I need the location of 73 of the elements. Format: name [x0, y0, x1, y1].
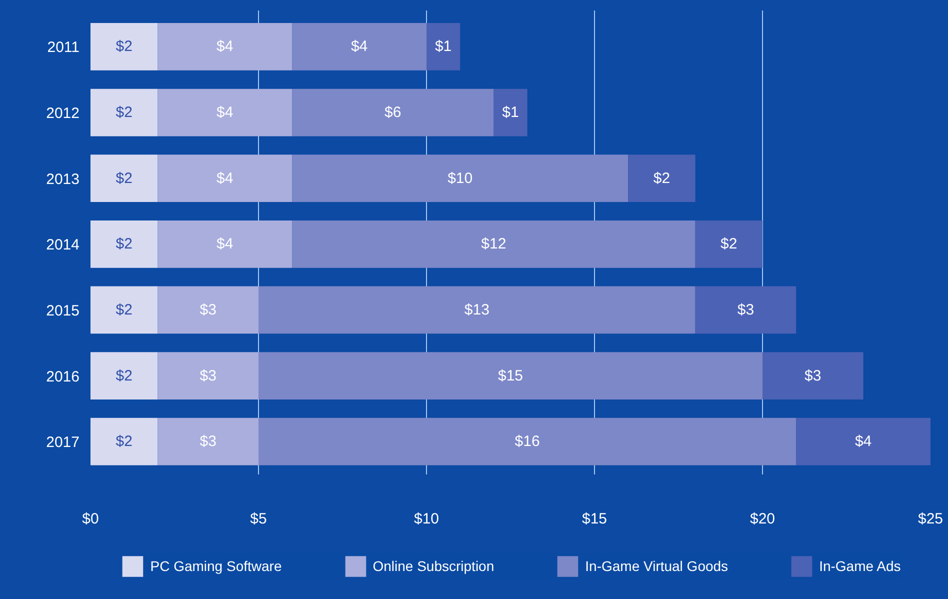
bar — [796, 418, 930, 466]
data-label: $4 — [216, 170, 234, 187]
data-label: $4 — [854, 433, 872, 450]
bar — [158, 220, 292, 268]
legend-label: In-Game Ads — [819, 558, 901, 574]
bar — [158, 286, 258, 334]
bar — [695, 286, 796, 334]
y-tick-label: 2015 — [46, 302, 80, 320]
data-label: $2 — [116, 38, 132, 56]
data-label: $2 — [116, 367, 132, 384]
data-label: $1 — [502, 104, 519, 122]
legend-label: In-Game Virtual Goods — [585, 558, 728, 574]
bar — [258, 352, 762, 400]
bar — [258, 418, 796, 466]
y-tick-label: 2013 — [46, 170, 80, 188]
legend-label: Online Subscription — [372, 558, 494, 574]
bar — [426, 23, 460, 70]
data-label: $2 — [653, 170, 670, 187]
data-label: $2 — [116, 433, 132, 450]
bar — [258, 286, 696, 334]
bar — [158, 154, 292, 202]
data-label: $12 — [481, 236, 506, 253]
bar — [90, 154, 158, 202]
bar — [90, 352, 158, 400]
y-tick-label: 2017 — [46, 434, 80, 452]
bar — [90, 286, 158, 334]
data-label: $4 — [216, 236, 234, 253]
bar — [90, 220, 158, 268]
bar — [292, 23, 426, 70]
bar — [90, 23, 158, 70]
bar — [292, 88, 494, 136]
bar — [158, 23, 292, 70]
data-label: $3 — [200, 367, 216, 384]
data-label: $2 — [116, 301, 132, 318]
bar — [158, 352, 258, 400]
data-label: $16 — [514, 433, 540, 450]
bar — [494, 88, 528, 136]
data-label: $2 — [720, 236, 738, 253]
bar — [158, 418, 258, 466]
data-label: $15 — [498, 367, 524, 384]
data-label: $6 — [384, 104, 402, 122]
data-label: $4 — [350, 38, 368, 56]
x-tick-label: $25 — [918, 510, 944, 528]
bar — [90, 418, 158, 466]
y-tick-label: 2012 — [46, 105, 80, 122]
bar — [292, 154, 628, 202]
data-label: $3 — [200, 433, 216, 450]
data-label: $1 — [434, 38, 452, 56]
data-label: $3 — [804, 367, 822, 384]
x-tick-label: $15 — [582, 510, 608, 528]
data-label: $13 — [464, 301, 490, 318]
y-tick-label: 2014 — [46, 236, 80, 254]
y-tick-label: 2016 — [46, 368, 80, 386]
data-label: $10 — [448, 170, 473, 187]
x-tick-label: $5 — [250, 510, 267, 528]
bar — [695, 220, 762, 268]
data-label: $2 — [116, 170, 132, 187]
data-label: $3 — [200, 301, 216, 318]
data-label: $4 — [216, 104, 234, 122]
bar — [292, 220, 696, 268]
data-label: $3 — [737, 301, 754, 318]
legend-label: PC Gaming Software — [150, 558, 282, 574]
bar — [158, 88, 292, 136]
data-label: $2 — [116, 104, 132, 122]
bar — [90, 88, 158, 136]
x-tick-label: $10 — [414, 510, 440, 528]
bar — [762, 352, 864, 400]
bar — [628, 154, 696, 202]
y-tick-label: 2011 — [47, 39, 80, 56]
x-tick-label: $20 — [750, 510, 776, 528]
data-label: $4 — [216, 38, 234, 56]
data-label: $2 — [116, 236, 132, 253]
x-tick-label: $0 — [82, 510, 99, 528]
